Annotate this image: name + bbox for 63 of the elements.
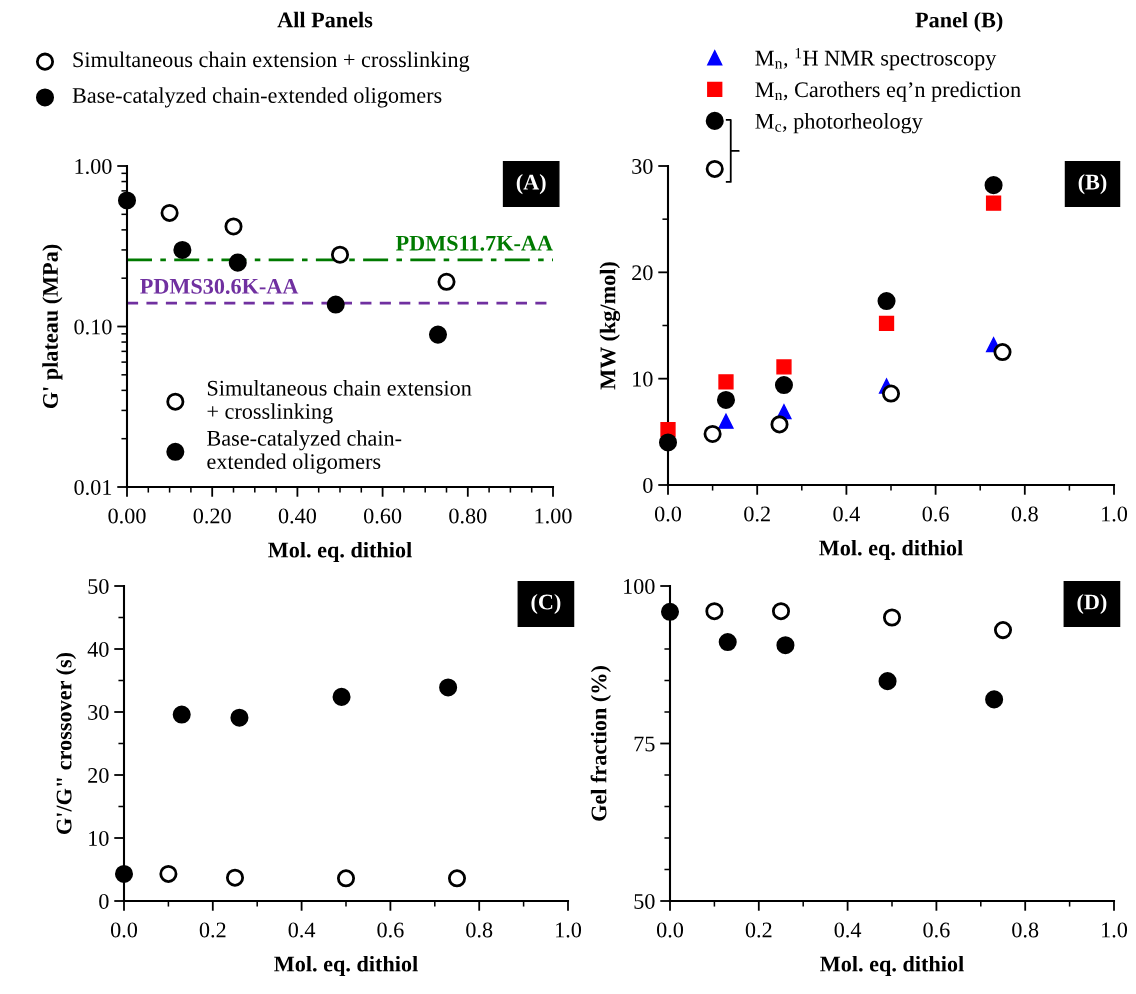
x-axis-title: Mol. eq. dithiol	[820, 955, 964, 977]
y-tick-label: 75	[634, 736, 655, 752]
text: Simultaneous chain extension + crosslinking	[73, 51, 470, 72]
y-tick-label: 100	[624, 578, 655, 594]
y-tick-label: 10	[89, 830, 109, 846]
y-axis-title: MW (kg/mol)	[599, 262, 621, 390]
x-tick-label: 0.8	[1012, 922, 1039, 938]
x-tick-label: 1.0	[1102, 506, 1128, 522]
y-tick-label: 50	[88, 578, 109, 594]
x-tick-label: 0.40	[278, 508, 316, 524]
x-tick-label: 1.0	[1102, 922, 1128, 938]
y-tick-label: 20	[88, 767, 109, 783]
y-tick-label: 10	[633, 371, 653, 387]
annotation: (C)	[531, 593, 561, 615]
x-tick-label: 0.2	[745, 922, 772, 938]
x-tick-label: 0.2	[199, 922, 226, 938]
y-tick-label: 40	[87, 641, 109, 657]
x-tick-label: 1.00	[535, 508, 572, 524]
x-axis-title: Mol. eq. dithiol	[268, 541, 412, 563]
x-tick-label: 0.0	[654, 506, 682, 522]
text: Base-catalyzed chain-extended oligomers	[72, 87, 442, 108]
x-tick-label: 0.60	[364, 508, 402, 524]
x-tick-label: 0.2	[744, 506, 770, 522]
x-axis-title: Mol. eq. dithiol	[274, 955, 418, 977]
y-axis-title: Gel fraction (%)	[590, 666, 611, 821]
y-tick-label: 30	[632, 158, 653, 174]
y-tick-label: 0.01	[74, 479, 112, 496]
ref-line-label: PDMS11.7K-AA	[395, 235, 553, 251]
x-tick-label: 0.0	[110, 922, 138, 938]
y-tick-label: 1.00	[75, 158, 112, 175]
x-tick-label: 0.6	[922, 506, 949, 522]
x-tick-label: 0.80	[449, 508, 487, 524]
ref-line-label: PDMS30.6K-AA	[140, 278, 299, 294]
x-tick-label: 0.4	[288, 922, 316, 938]
y-axis-title: G'/G" crossover (s)	[55, 652, 77, 834]
x-tick-label: 0.0	[656, 922, 684, 938]
x-tick-label: 1.0	[556, 922, 582, 938]
x-tick-label: 0.00	[108, 508, 146, 524]
y-tick-label: 20	[632, 265, 653, 281]
y-axis-title: G' plateau (MPa)	[42, 244, 63, 409]
annotation: (D)	[1077, 593, 1107, 615]
legend-label: M$_{n}$, Carothers eq’n prediction	[755, 81, 1021, 102]
y-tick-label: 50	[634, 893, 655, 909]
y-tick-label: 0.10	[74, 319, 112, 335]
legend-label: M$_{n}$, $^{1}$H NMR spectroscopy	[755, 48, 997, 71]
legend-label: Base-catalyzed chain- extended oligomers	[207, 430, 402, 474]
y-tick-label: 0	[99, 893, 109, 909]
chart-title: Panel (B)	[915, 11, 1003, 33]
x-tick-label: 0.4	[834, 922, 862, 938]
x-tick-label: 0.4	[833, 506, 860, 522]
text: All Panels	[277, 11, 373, 28]
legend-label: M$_{c}$, photorheology	[755, 113, 923, 134]
x-tick-label: 0.20	[193, 508, 231, 524]
x-axis-title: Mol. eq. dithiol	[819, 539, 963, 561]
y-tick-label: 30	[88, 704, 109, 720]
y-tick-label: 0	[643, 477, 653, 493]
annotation: (B)	[1078, 173, 1107, 195]
x-tick-label: 0.8	[1011, 506, 1038, 522]
legend-label: Simultaneous chain extension + crosslinking	[207, 380, 472, 424]
x-tick-label: 0.6	[923, 922, 950, 938]
annotation: (A)	[516, 174, 546, 195]
x-tick-label: 0.8	[466, 922, 493, 938]
x-tick-label: 0.6	[377, 922, 404, 938]
